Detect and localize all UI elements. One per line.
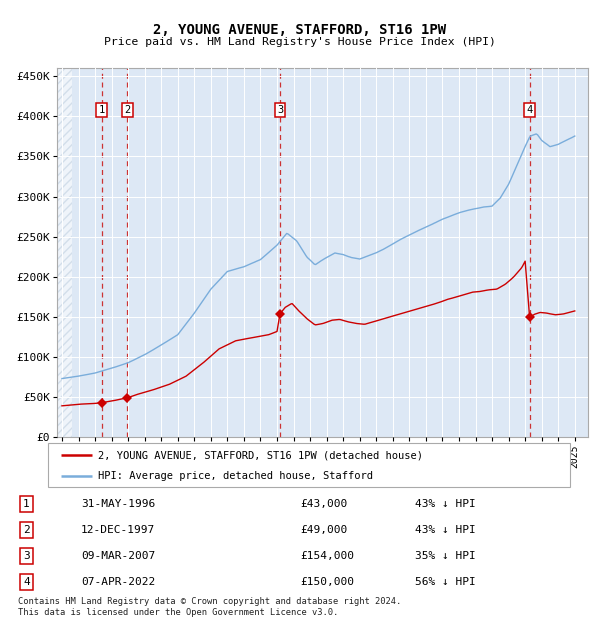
Text: 43% ↓ HPI: 43% ↓ HPI <box>415 525 476 535</box>
Text: 43% ↓ HPI: 43% ↓ HPI <box>415 499 476 509</box>
Text: 56% ↓ HPI: 56% ↓ HPI <box>415 577 476 587</box>
FancyBboxPatch shape <box>48 443 570 487</box>
Text: 1: 1 <box>23 499 30 509</box>
Text: Price paid vs. HM Land Registry's House Price Index (HPI): Price paid vs. HM Land Registry's House … <box>104 37 496 47</box>
Text: 12-DEC-1997: 12-DEC-1997 <box>81 525 155 535</box>
Text: 2, YOUNG AVENUE, STAFFORD, ST16 1PW: 2, YOUNG AVENUE, STAFFORD, ST16 1PW <box>154 23 446 37</box>
Text: 2: 2 <box>23 525 30 535</box>
Text: £154,000: £154,000 <box>300 551 354 561</box>
Text: Contains HM Land Registry data © Crown copyright and database right 2024.
This d: Contains HM Land Registry data © Crown c… <box>18 598 401 617</box>
Text: 2, YOUNG AVENUE, STAFFORD, ST16 1PW (detached house): 2, YOUNG AVENUE, STAFFORD, ST16 1PW (det… <box>98 450 422 460</box>
Text: 09-MAR-2007: 09-MAR-2007 <box>81 551 155 561</box>
Text: £43,000: £43,000 <box>300 499 347 509</box>
Text: 4: 4 <box>23 577 30 587</box>
Text: £150,000: £150,000 <box>300 577 354 587</box>
Text: 07-APR-2022: 07-APR-2022 <box>81 577 155 587</box>
Text: 3: 3 <box>277 105 283 115</box>
Text: £49,000: £49,000 <box>300 525 347 535</box>
Text: 35% ↓ HPI: 35% ↓ HPI <box>415 551 476 561</box>
Text: 4: 4 <box>526 105 533 115</box>
Text: 3: 3 <box>23 551 30 561</box>
Text: 1: 1 <box>99 105 105 115</box>
Text: 31-MAY-1996: 31-MAY-1996 <box>81 499 155 509</box>
Text: HPI: Average price, detached house, Stafford: HPI: Average price, detached house, Staf… <box>98 471 373 481</box>
Text: 2: 2 <box>124 105 130 115</box>
Bar <box>57 68 72 437</box>
